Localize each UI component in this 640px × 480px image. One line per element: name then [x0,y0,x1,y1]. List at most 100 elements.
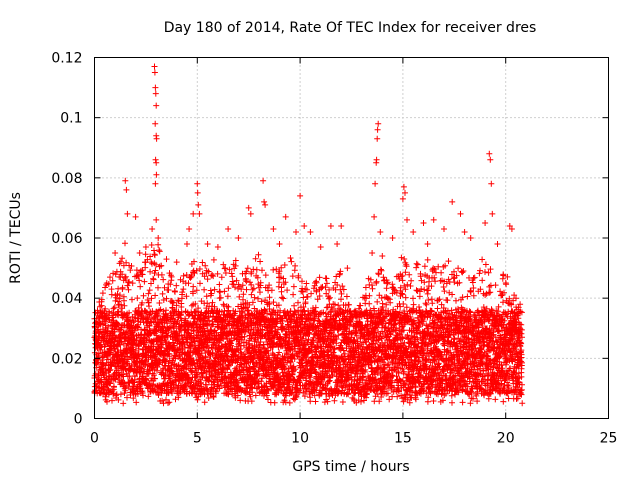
data-point [133,336,140,342]
data-point [204,276,211,283]
data-point [133,399,140,406]
data-point [295,299,301,306]
data-point [248,291,255,298]
data-point [95,350,102,357]
data-point [134,272,141,279]
data-point [207,287,214,294]
data-point [98,296,105,303]
data-point [308,290,315,297]
data-point [128,263,135,269]
data-point [127,392,134,398]
data-point [222,270,229,276]
data-point [147,268,154,275]
data-point [257,258,264,265]
data-point [331,397,338,404]
data-point [374,298,381,305]
data-point [185,280,192,287]
data-point [199,259,206,266]
data-point [386,396,393,403]
data-point [98,302,105,309]
data-point [280,295,287,302]
data-point [117,341,124,348]
data-point [201,286,208,293]
data-point [286,399,293,406]
data-point [155,284,161,291]
data-point [278,288,285,295]
data-point [117,258,124,265]
data-point [281,262,288,268]
data-point [292,262,299,269]
data-point [304,293,311,300]
data-point [126,278,133,285]
data-point [366,300,373,307]
data-point [271,399,278,406]
data-point [312,398,319,405]
data-point [345,301,352,308]
data-point [126,373,133,380]
data-point [209,272,216,279]
data-point [111,304,118,311]
data-point [107,274,113,281]
data-point [255,251,262,258]
data-point [118,301,125,308]
data-point [109,277,116,284]
data-point [104,398,110,405]
data-point [216,281,223,288]
data-point [236,293,243,300]
data-point [288,258,295,265]
data-point [224,293,231,300]
data-point [152,292,159,299]
data-point [158,271,165,278]
data-point [270,266,277,273]
data-point [259,267,265,274]
data-point [155,241,162,248]
data-point [338,296,344,303]
data-point [112,297,119,304]
data-point [257,289,263,296]
data-point [373,278,380,285]
data-point [156,300,163,306]
data-point [122,240,128,247]
data-point [339,399,346,405]
data-point [102,305,109,312]
data-point [119,271,126,278]
data-point [193,287,200,294]
data-points [91,63,526,407]
data-point [243,286,250,293]
data-point [335,302,342,309]
data-point [173,282,180,289]
data-point [244,265,251,272]
data-point [363,295,370,302]
data-point [135,351,141,358]
data-point [307,398,314,405]
data-point [225,285,232,292]
data-point [109,397,115,404]
data-point [108,286,115,293]
data-point [127,267,134,274]
chart-title: Day 180 of 2014, Rate Of TEC Index for r… [164,20,537,36]
data-point [136,352,143,359]
data-point [316,274,323,281]
data-point [151,252,158,259]
data-point [289,273,296,280]
data-point [113,294,120,301]
data-point [129,296,135,303]
data-point [159,290,166,297]
data-point [287,255,294,261]
data-point [129,280,136,287]
data-point [290,291,297,298]
data-point [218,274,225,281]
data-point [107,380,114,387]
data-point [203,293,210,300]
data-point [265,396,271,403]
data-point [117,391,124,398]
data-point [156,248,163,255]
data-point [133,267,140,274]
data-point [117,292,123,299]
data-point [110,384,117,391]
data-point [114,321,121,328]
data-point [248,398,255,405]
data-point [92,387,99,394]
data-point [125,286,132,293]
